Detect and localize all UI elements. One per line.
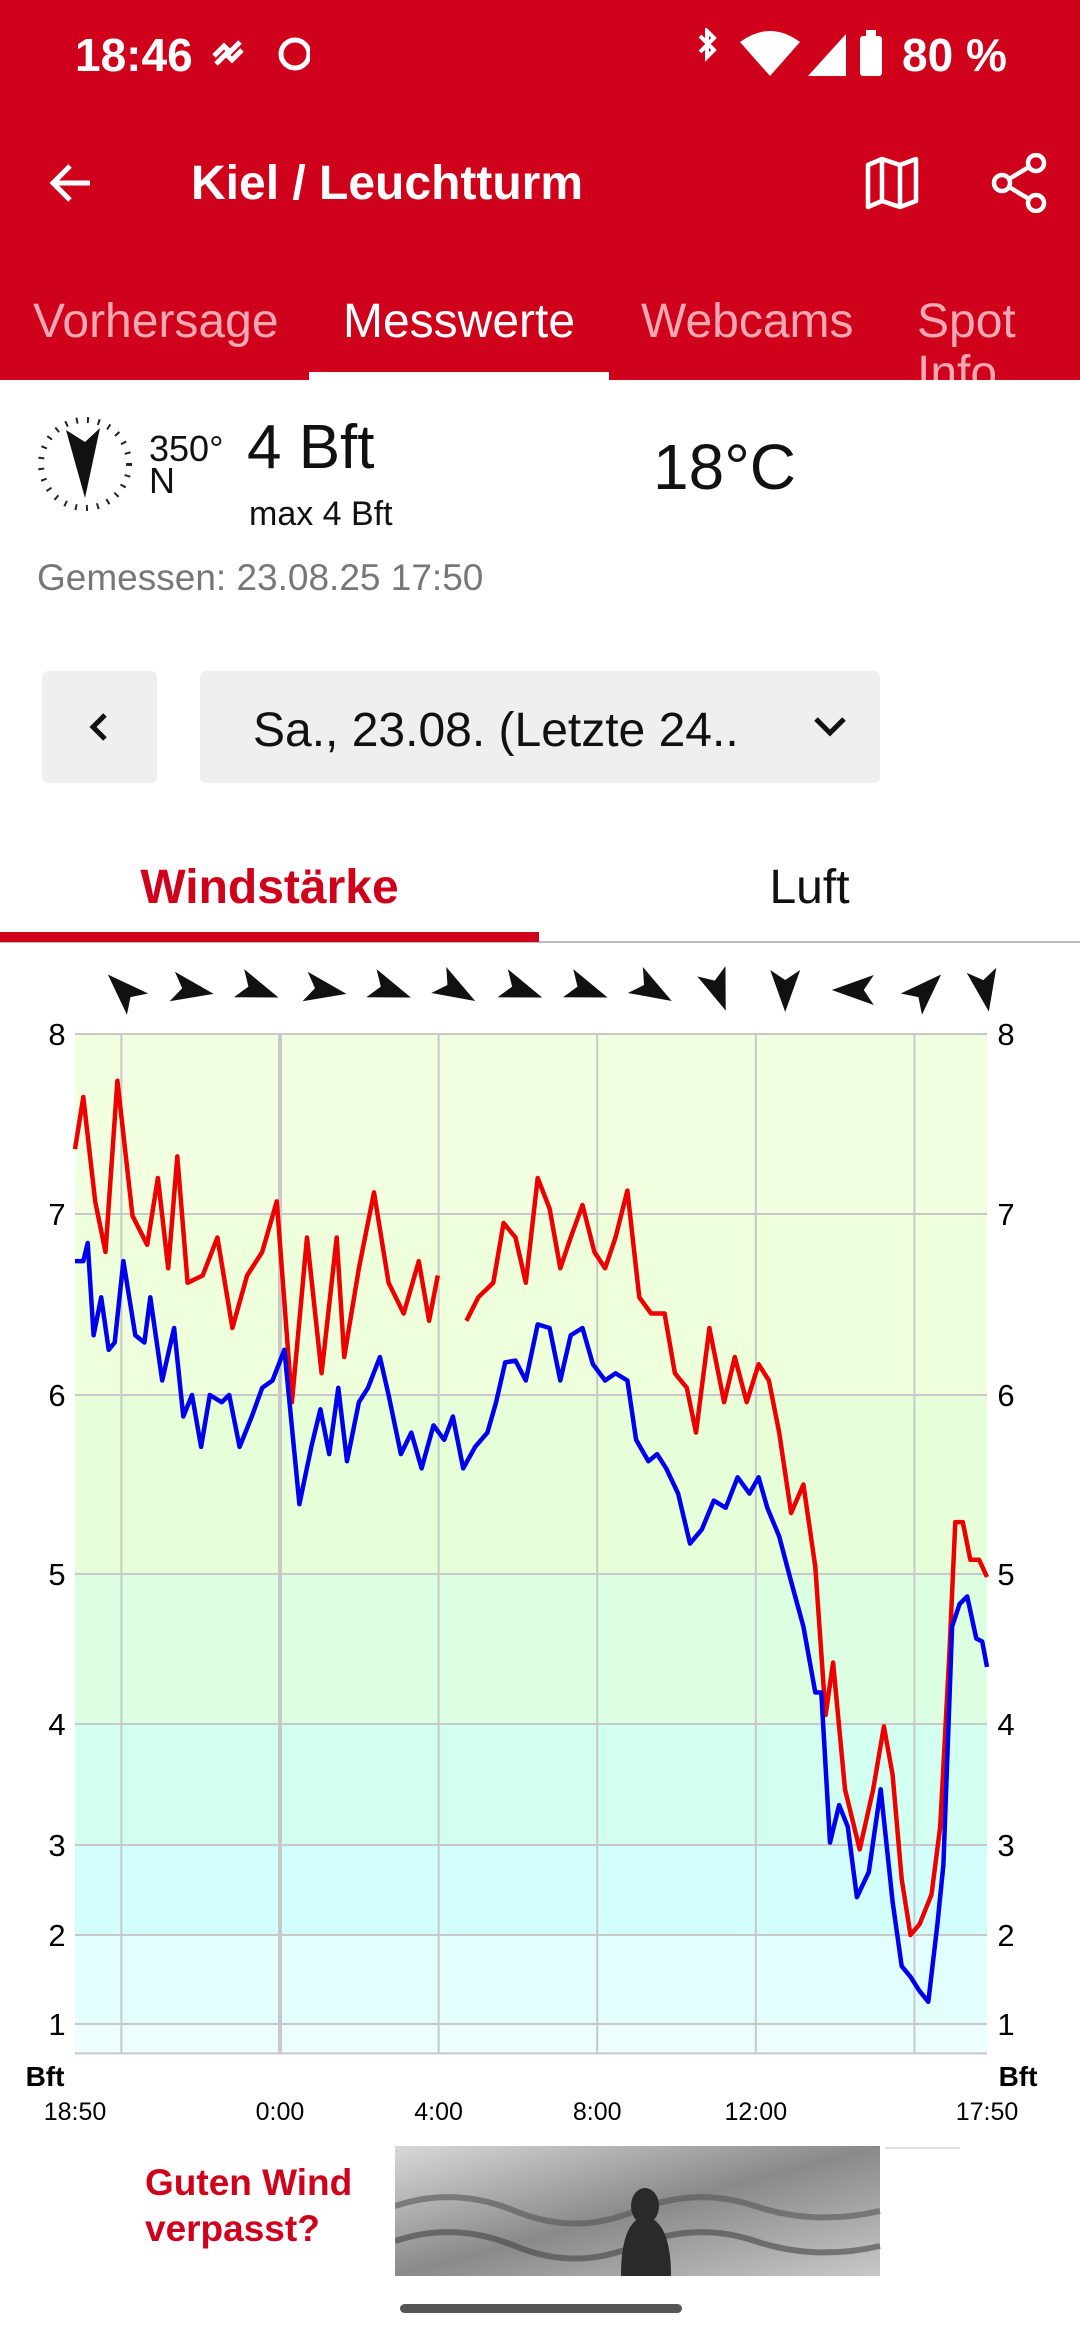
status-icons-left (212, 37, 310, 71)
chart-tab-active[interactable]: Windstärke (140, 861, 399, 914)
scale-band (75, 1395, 987, 1574)
direction-arrow (770, 970, 801, 1012)
wind-line (75, 1240, 990, 2005)
y-tick-label-right: 4 (997, 1707, 1014, 1742)
y-tick-label: 4 (48, 1707, 65, 1742)
y-tick-label-right: 1 (997, 2007, 1014, 2042)
compass-icon (38, 417, 132, 511)
tab-active[interactable]: Messwerte (343, 295, 576, 348)
direction-arrow (831, 975, 874, 1005)
direction-degrees: 350° (149, 428, 224, 469)
date-selector-text: Sa., 23.08. (Letzte 24.. (253, 704, 739, 757)
y-tick-label: 5 (48, 1557, 65, 1592)
y-tick-label-right: 7 (997, 1197, 1014, 1232)
x-tick-label: 17:50 (956, 2098, 1019, 2126)
direction-arrow (627, 967, 672, 1001)
tab[interactable]: Spot Info (917, 295, 1016, 381)
chart-container: 1 1 2 2 3 3 4 4 5 5 6 6 7 7 8 8 18:50 0:00 4:00 8:00 12:00 17… (26, 966, 1038, 2126)
tab[interactable]: Webcams (641, 295, 854, 348)
wind-chart: 1 1 2 2 3 3 4 4 5 5 6 6 7 7 8 8 18:50 0:00 4:00 8:00 12:00 17… (26, 966, 1038, 2126)
banner-line: verpasst? (145, 2208, 320, 2249)
app-bar: 18:46 80 % Kiel / Leuchtturm Vorhersage … (0, 0, 1080, 380)
y-tick-label: 8 (48, 1017, 65, 1052)
y-tick-label-right: 2 (997, 1918, 1014, 1953)
share-button[interactable] (990, 153, 1050, 213)
x-tick-label: 4:00 (414, 2098, 463, 2126)
y-tick-label: 2 (48, 1918, 65, 1953)
banner-text[interactable]: Guten Wind verpasst? (145, 2160, 352, 2252)
direction-arrow (302, 971, 347, 1002)
x-tick-label: 18:50 (44, 2098, 107, 2126)
x-tick-label: 0:00 (256, 2098, 305, 2126)
tab-indicator (309, 372, 609, 380)
y-axis-label: Bft (26, 2061, 65, 2092)
wind-line (72, 1078, 990, 1938)
scale-band (75, 1935, 987, 2024)
y-tick-label-right: 8 (997, 1017, 1014, 1052)
scale-band (75, 1724, 987, 1845)
tab[interactable]: Vorhersage (33, 295, 279, 348)
direction-name: N (149, 460, 175, 501)
scale-band (75, 1034, 987, 1214)
y-tick-label-right: 5 (997, 1557, 1014, 1592)
chart-tab-indicator (0, 932, 539, 942)
x-tick-label: 8:00 (573, 2098, 622, 2126)
scale-band (75, 1574, 987, 1724)
y-axis-label-right: Bft (999, 2061, 1038, 2092)
chevron-left (89, 713, 107, 741)
back-button[interactable] (46, 158, 96, 208)
battery-level: 80 % (902, 29, 1007, 81)
banner-line: Guten Wind (145, 2162, 353, 2203)
y-tick-label-right: 3 (997, 1828, 1014, 1863)
previous-day-button[interactable] (42, 671, 157, 783)
direction-arrow (497, 969, 543, 998)
direction-arrow (697, 966, 726, 1011)
x-tick-label: 12:00 (725, 2098, 788, 2126)
y-tick-label: 1 (48, 2007, 65, 2042)
y-tick-label-right: 6 (997, 1378, 1014, 1413)
status-icons-right (698, 28, 882, 76)
y-tick-label: 3 (48, 1828, 65, 1863)
home-indicator (400, 2304, 682, 2313)
date-dropdown[interactable]: Sa., 23.08. (Letzte 24.. (200, 671, 880, 783)
scale-band (75, 2024, 987, 2054)
banner-image[interactable] (395, 2146, 965, 2276)
station-title: Kiel / Leuchtturm (191, 157, 584, 210)
scale-band (75, 1845, 987, 1935)
direction-arrow (562, 969, 608, 998)
direction-arrow (169, 971, 214, 1002)
chevron-down (814, 717, 846, 737)
direction-arrow (900, 974, 942, 1015)
temperature: 18°C (653, 431, 796, 503)
max-wind: max 4 Bft (249, 495, 393, 533)
direction-arrow (107, 974, 149, 1015)
wind-force: 4 Bft (247, 413, 375, 482)
y-tick-label: 6 (48, 1378, 65, 1413)
direction-arrow (366, 969, 411, 998)
chart-tab[interactable]: Luft (769, 861, 850, 914)
direction-arrow (233, 969, 279, 998)
y-tick-label: 7 (48, 1197, 65, 1232)
status-time: 18:46 (75, 29, 193, 81)
map-button[interactable] (864, 155, 920, 211)
divider (0, 941, 1080, 943)
direction-arrow (431, 967, 476, 1001)
direction-arrow (966, 967, 997, 1012)
measured-time: Gemessen: 23.08.25 17:50 (37, 557, 484, 598)
